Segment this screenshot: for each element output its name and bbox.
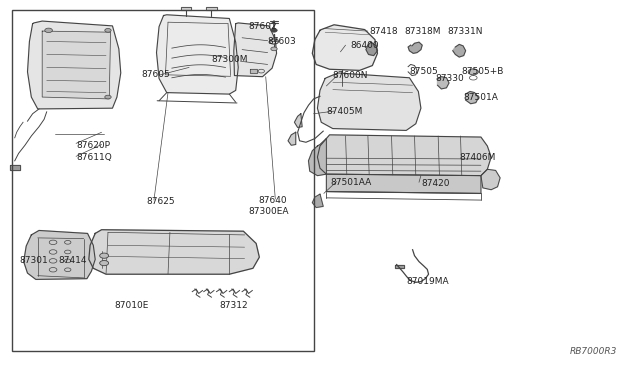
- Text: 87505: 87505: [410, 67, 438, 76]
- Polygon shape: [317, 73, 421, 131]
- Text: 87600N: 87600N: [333, 71, 368, 80]
- Text: 87611Q: 87611Q: [76, 153, 112, 161]
- Polygon shape: [42, 31, 111, 99]
- Text: 87505+B: 87505+B: [462, 67, 504, 76]
- Polygon shape: [317, 135, 491, 176]
- Text: 87501AA: 87501AA: [330, 178, 371, 187]
- Text: 87418: 87418: [370, 26, 399, 36]
- Text: 87405M: 87405M: [326, 108, 363, 116]
- Polygon shape: [250, 69, 257, 73]
- Polygon shape: [408, 42, 422, 53]
- Text: 87625: 87625: [147, 197, 175, 206]
- Text: 87603: 87603: [268, 37, 296, 46]
- Text: 87414: 87414: [58, 256, 86, 264]
- Polygon shape: [24, 231, 95, 279]
- Text: 87019MA: 87019MA: [407, 277, 449, 286]
- Polygon shape: [326, 174, 481, 193]
- Text: RB7000R3: RB7000R3: [570, 347, 617, 356]
- Circle shape: [468, 69, 478, 75]
- Polygon shape: [180, 7, 191, 10]
- Text: 87501A: 87501A: [463, 93, 498, 102]
- Circle shape: [45, 28, 52, 33]
- Text: 87300EA: 87300EA: [248, 207, 289, 216]
- Circle shape: [271, 29, 277, 32]
- Text: 87420: 87420: [421, 179, 449, 187]
- Text: 87300M: 87300M: [211, 55, 248, 64]
- Polygon shape: [288, 132, 296, 145]
- Text: 87605: 87605: [141, 70, 170, 79]
- Text: 87312: 87312: [219, 301, 248, 310]
- Polygon shape: [481, 169, 500, 190]
- Polygon shape: [453, 44, 466, 57]
- Polygon shape: [438, 77, 449, 89]
- Circle shape: [105, 95, 111, 99]
- Polygon shape: [312, 25, 378, 70]
- Circle shape: [100, 260, 109, 266]
- Polygon shape: [206, 7, 216, 10]
- Circle shape: [105, 29, 111, 32]
- Text: 87330: 87330: [435, 74, 464, 83]
- Circle shape: [271, 47, 277, 51]
- Text: 87406M: 87406M: [460, 153, 495, 161]
- Polygon shape: [157, 15, 238, 94]
- Polygon shape: [10, 164, 20, 170]
- Text: 87331N: 87331N: [448, 26, 483, 36]
- Polygon shape: [234, 23, 276, 77]
- Text: 87318M: 87318M: [404, 26, 441, 36]
- Polygon shape: [396, 264, 404, 268]
- Polygon shape: [89, 230, 259, 274]
- Text: 87640: 87640: [259, 196, 287, 205]
- Bar: [12, 10, 314, 351]
- Polygon shape: [366, 42, 378, 55]
- Polygon shape: [308, 138, 326, 176]
- Polygon shape: [294, 114, 302, 128]
- Text: 86400: 86400: [351, 41, 380, 50]
- Text: 87602: 87602: [248, 22, 277, 31]
- Text: 87620P: 87620P: [76, 141, 110, 150]
- Text: 87301: 87301: [20, 256, 49, 264]
- Text: 87010E: 87010E: [115, 301, 148, 310]
- Polygon shape: [312, 194, 323, 208]
- Polygon shape: [28, 21, 121, 109]
- Circle shape: [100, 253, 109, 258]
- Polygon shape: [466, 92, 478, 104]
